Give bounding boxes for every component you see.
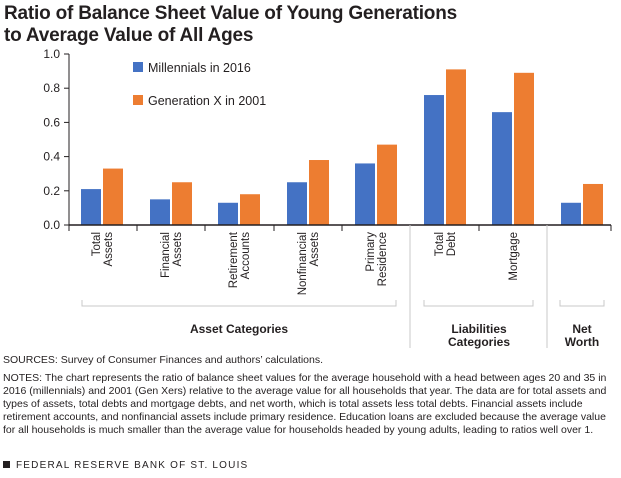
y-tick-label: 0.0 — [43, 218, 60, 232]
notes-text: NOTES: The chart represents the ratio of… — [3, 372, 607, 436]
bar-millennials — [287, 182, 307, 225]
chart-title: Ratio of Balance Sheet Value of Young Ge… — [4, 3, 604, 47]
category-label: Retirement — [228, 231, 240, 288]
bar-genx — [514, 72, 534, 225]
bar-millennials — [492, 112, 512, 225]
y-tick-label: 0.2 — [43, 184, 60, 198]
category-label: Financial — [160, 232, 172, 278]
sources-note: SOURCES: Survey of Consumer Finances and… — [3, 354, 324, 366]
group-bracket — [559, 300, 605, 307]
bar-millennials — [424, 95, 444, 225]
bar-genx — [240, 194, 260, 225]
title-line-2: to Average Value of All Ages — [4, 25, 254, 46]
category-label: Debt — [446, 231, 458, 256]
group-bracket — [423, 300, 534, 307]
y-tick-label: 0.4 — [43, 150, 60, 164]
category-label: Assets — [103, 232, 115, 267]
group-label: Worth — [565, 335, 599, 349]
category-label: Residence — [377, 232, 389, 286]
y-tick-label: 1.0 — [43, 47, 60, 61]
footer: FEDERAL RESERVE BANK OF ST. LOUIS — [3, 460, 248, 471]
title-line-1: Ratio of Balance Sheet Value of Young Ge… — [4, 3, 457, 24]
legend-label: Millennials in 2016 — [148, 61, 251, 75]
category-label: Total — [434, 232, 446, 256]
bar-genx — [172, 182, 192, 225]
group-bracket — [81, 300, 397, 307]
category-label: Primary — [365, 232, 377, 272]
category-label: Nonfinancial — [297, 232, 309, 295]
group-label: Asset Categories — [190, 322, 288, 336]
bar-genx — [377, 144, 397, 225]
category-label: Assets — [309, 232, 321, 267]
bar-millennials — [355, 163, 375, 225]
legend-swatch — [133, 62, 143, 72]
legend-swatch — [133, 95, 143, 105]
y-tick-label: 0.8 — [43, 81, 60, 95]
bar-millennials — [218, 202, 238, 225]
group-label: Net — [572, 322, 591, 336]
bar-millennials — [561, 202, 581, 225]
group-label: Categories — [448, 335, 510, 349]
category-label: Accounts — [240, 232, 252, 280]
bar-genx — [103, 168, 123, 225]
category-label: Total — [91, 232, 103, 256]
category-label: Mortgage — [508, 232, 520, 281]
bar-genx — [583, 183, 603, 225]
footer-square-icon — [3, 461, 10, 468]
bar-genx — [446, 69, 466, 225]
group-label: Liabilities — [451, 322, 507, 336]
category-label: Assets — [172, 232, 184, 267]
bar-millennials — [81, 189, 101, 225]
legend-label: Generation X in 2001 — [148, 94, 266, 108]
footer-text: FEDERAL RESERVE BANK OF ST. LOUIS — [16, 460, 249, 471]
bar-genx — [309, 160, 329, 225]
y-tick-label: 0.6 — [43, 115, 60, 129]
bar-millennials — [150, 199, 170, 225]
